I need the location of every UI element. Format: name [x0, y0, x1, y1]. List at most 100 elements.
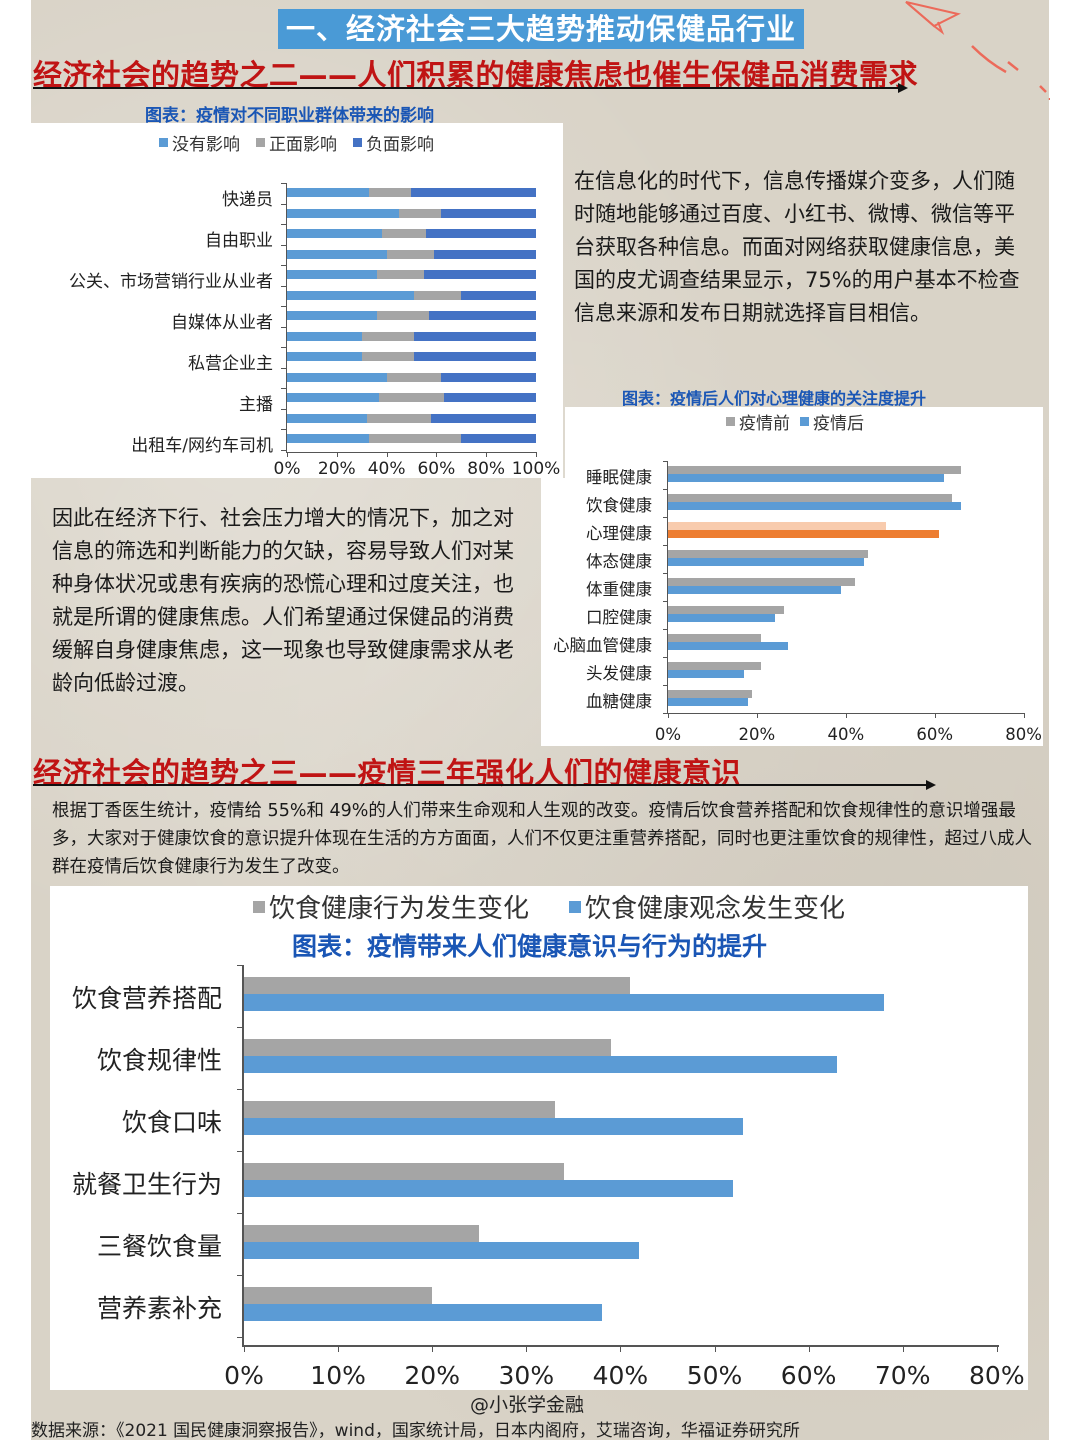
y-tick: [281, 347, 286, 348]
y-tick: [663, 713, 668, 714]
y-tick: [281, 367, 286, 369]
x-axis-label: 40%: [367, 458, 406, 479]
y-tick: [281, 244, 286, 246]
y-tick: [663, 489, 668, 490]
y-axis-label: 饮食规律性: [96, 1046, 222, 1075]
stacked-bar: [287, 434, 536, 443]
legend-item: 疫情后: [800, 409, 864, 434]
bar-segment: [376, 311, 429, 320]
bar: [668, 670, 744, 678]
x-tick: [536, 451, 537, 457]
stacked-bar: [287, 290, 536, 300]
bar: [244, 1056, 837, 1073]
legend-swatch: [800, 417, 809, 426]
y-axis-label: 睡眠健康: [586, 468, 652, 487]
legend-item: 没有影响: [159, 130, 240, 155]
x-axis-label: 80%: [1005, 725, 1042, 744]
bar: [244, 1163, 564, 1180]
bar: [668, 642, 788, 650]
bar-segment: [441, 372, 536, 382]
y-tick: [281, 306, 286, 307]
bar-segment: [287, 290, 414, 300]
x-tick: [714, 1345, 716, 1352]
y-tick: [237, 1151, 242, 1152]
paragraph-info-era: 在信息化的时代下，信息传播媒介变多，人们随时随地能够通过百度、小红书、微博、微信…: [574, 169, 1020, 325]
y-tick: [281, 429, 286, 430]
section2-underline-arrow: [33, 87, 899, 89]
bar-segment: [287, 270, 377, 279]
x-axis-label: 80%: [969, 1361, 1025, 1390]
bar-segment: [399, 208, 442, 218]
bar-segment: [369, 434, 462, 443]
bar-segment: [443, 393, 536, 402]
bar-segment: [287, 208, 400, 218]
y-tick: [281, 183, 286, 184]
bar: [244, 1039, 611, 1056]
y-tick: [237, 1337, 242, 1338]
y-axis-label: 三餐饮食量: [96, 1232, 222, 1261]
y-tick: [281, 326, 286, 328]
y-axis-label: 体重健康: [586, 580, 652, 599]
x-axis-label: 100%: [511, 458, 561, 479]
stacked-bar: [287, 352, 536, 361]
bar: [668, 530, 940, 538]
chart2-y-axis: [667, 461, 668, 713]
x-tick: [436, 451, 438, 457]
legend-swatch: [253, 900, 265, 913]
bar-segment: [369, 188, 412, 197]
y-axis-label: 饮食营养搭配: [71, 984, 222, 1013]
bar: [668, 522, 886, 530]
section3-underline-arrow: [33, 784, 927, 786]
legend-item: 饮食健康观念发生变化: [569, 888, 845, 925]
x-tick: [756, 713, 758, 718]
chart3-caption: 图表：疫情带来人们健康意识与行为的提升: [292, 932, 768, 961]
bar-segment: [411, 188, 536, 197]
bar: [244, 977, 630, 994]
y-tick: [663, 573, 668, 574]
y-tick: [281, 265, 286, 266]
bar: [668, 662, 762, 670]
legend-swatch: [353, 138, 362, 147]
bar: [244, 1180, 734, 1197]
bar-segment: [287, 249, 387, 259]
x-tick: [386, 451, 388, 457]
legend-item: 负面影响: [353, 130, 434, 155]
bar-segment: [361, 352, 414, 361]
bar-segment: [386, 249, 434, 259]
x-axis-label: 20%: [738, 725, 776, 744]
chart1-legend: 没有影响 正面影响 负面影响: [159, 130, 434, 155]
x-axis-label: 0%: [654, 725, 682, 744]
y-axis-label: 头发健康: [586, 664, 652, 683]
x-axis-label: 40%: [592, 1361, 649, 1390]
bar-segment: [379, 393, 444, 402]
y-axis-label: 体态健康: [586, 552, 652, 571]
bar: [244, 994, 884, 1011]
bar-segment: [428, 311, 536, 320]
chart3-y-axis: [242, 965, 244, 1345]
y-axis-label: 快递员: [222, 190, 273, 210]
stacked-bar: [287, 311, 536, 320]
bar-segment: [287, 434, 370, 443]
bar: [668, 466, 962, 474]
data-source: 数据来源：《2021 国民健康洞察报告》，wind，国家统计局，日本内阁府，艾瑞…: [31, 1421, 800, 1440]
bar-segment: [413, 352, 536, 361]
y-axis-label: 营养素补充: [96, 1294, 222, 1323]
bar: [244, 1304, 602, 1321]
stacked-bar: [287, 188, 536, 197]
y-axis-label: 私营企业主: [188, 354, 273, 374]
y-tick: [663, 601, 668, 602]
y-tick: [237, 965, 242, 966]
y-tick: [237, 1213, 242, 1214]
stacked-bar: [287, 372, 536, 382]
y-axis-label: 饮食口味: [121, 1108, 222, 1137]
stacked-bar: [287, 229, 536, 238]
stacked-bar: [287, 413, 536, 423]
bar: [244, 1118, 743, 1135]
stacked-bar: [287, 393, 536, 402]
y-tick: [281, 408, 286, 410]
paper-plane-icon: [905, 1, 1050, 100]
bar-segment: [287, 352, 362, 361]
legend-item: 疫情前: [726, 409, 790, 434]
y-tick: [281, 388, 286, 389]
bar: [244, 1101, 555, 1118]
